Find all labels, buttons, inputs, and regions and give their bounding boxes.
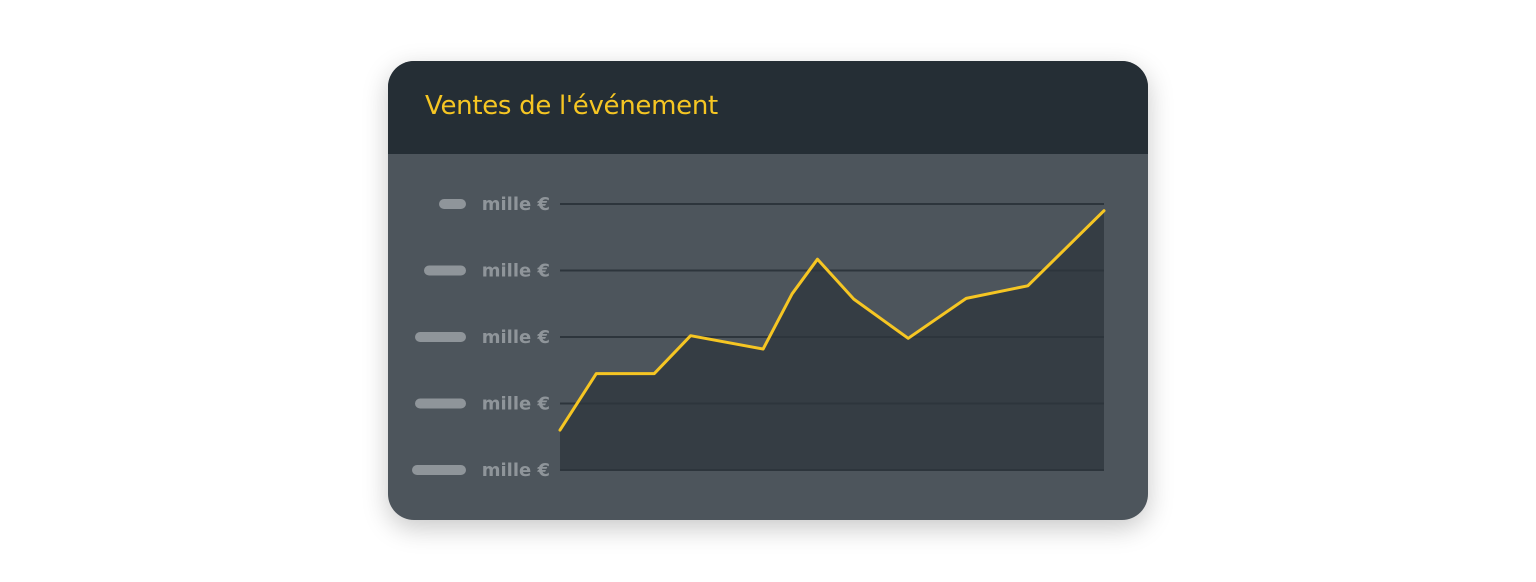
y-tick-label: mille € (482, 327, 550, 348)
line-area-chart: mille € mille € mille € mille € mille € (412, 194, 1106, 481)
y-tick-label: mille € (482, 394, 550, 415)
y-tick-value-placeholder (415, 332, 466, 342)
y-tick-value-placeholder (439, 199, 466, 209)
y-tick-label: mille € (482, 460, 550, 481)
y-tick-value-placeholder (424, 265, 466, 276)
card-header: Ventes de l'événement (388, 61, 1148, 154)
y-tick-label: mille € (482, 261, 550, 282)
chart-title: Ventes de l'événement (425, 91, 718, 121)
series-line (558, 209, 1106, 432)
sales-chart-card: Ventes de l'événement mille € mille € mill… (388, 61, 1148, 520)
y-tick-label: mille € (482, 194, 550, 215)
series-area (560, 210, 1104, 470)
y-tick-value-placeholder (415, 398, 466, 409)
y-tick-value-placeholder (412, 465, 466, 475)
